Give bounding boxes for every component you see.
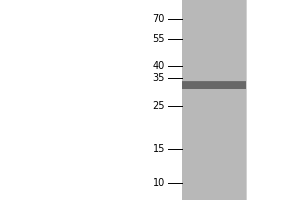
- Bar: [182, 0, 246, 200]
- Text: 10: 10: [153, 178, 165, 188]
- Bar: [182, 81, 246, 89]
- Text: 35: 35: [153, 73, 165, 83]
- Text: 40: 40: [153, 61, 165, 71]
- Text: 25: 25: [152, 101, 165, 111]
- Bar: [246, 0, 247, 200]
- Text: 70: 70: [153, 14, 165, 24]
- Text: 55: 55: [152, 34, 165, 44]
- Bar: [182, 81, 246, 82]
- Text: 15: 15: [153, 144, 165, 154]
